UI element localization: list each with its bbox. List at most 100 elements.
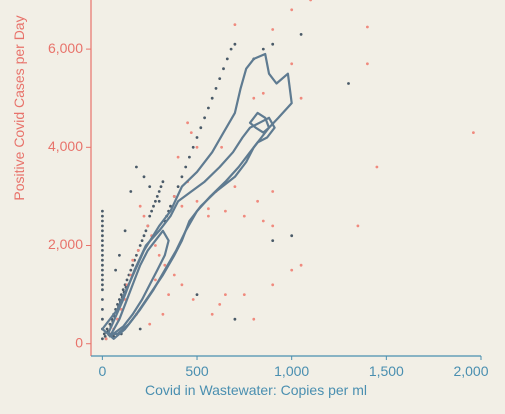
scatter-point (101, 229, 104, 233)
scatter-point (172, 273, 176, 277)
scatter-point (195, 293, 199, 296)
scatter-point (229, 47, 233, 51)
scatter-point (101, 283, 104, 287)
scatter-point (105, 327, 109, 331)
scatter-point (138, 204, 142, 208)
scatter-point (101, 298, 104, 301)
scatter-point (135, 253, 138, 257)
scatter-point (224, 293, 227, 296)
scatter-point (299, 263, 303, 267)
scatter-point (129, 268, 133, 272)
scatter-point (180, 175, 184, 179)
scatter-point (261, 47, 265, 51)
scatter-point (366, 62, 369, 66)
scatter-point (261, 219, 265, 223)
scatter-point (118, 298, 121, 301)
scatter-point (233, 317, 237, 321)
scatter-point (195, 136, 199, 139)
scatter-point (144, 229, 148, 233)
scatter-point (186, 121, 190, 125)
scatter-point (131, 263, 135, 267)
y-tick-label: 2,000 (48, 236, 83, 252)
scatter-point (101, 273, 104, 277)
scatter-point (271, 239, 275, 243)
scatter-point (375, 165, 379, 169)
y-tick-label: 0 (75, 334, 83, 350)
scatter-point (188, 155, 191, 159)
density-contour (106, 116, 276, 335)
scatter-point (225, 57, 229, 61)
x-tick-label: 1,000 (274, 363, 309, 379)
scatter-point (148, 322, 152, 326)
scatter-point (195, 199, 199, 203)
scatter-point (101, 258, 104, 262)
scatter-point (154, 278, 157, 282)
scatter-point (210, 312, 214, 316)
scatter-point (119, 293, 123, 296)
scatter-point (180, 283, 184, 287)
scatter-point (101, 234, 104, 238)
scatter-point (472, 131, 475, 135)
scatter-point (108, 322, 112, 326)
scatter-point (220, 145, 224, 149)
y-tick-label: 6,000 (48, 40, 83, 56)
scatter-point (101, 268, 104, 272)
scatter-point (101, 239, 104, 243)
scatter-point (176, 155, 180, 159)
density-contours (101, 52, 293, 340)
scatter-point (199, 126, 203, 130)
x-tick-label: 1,500 (369, 363, 404, 379)
scatter-point (356, 224, 360, 228)
scatter-point (218, 303, 222, 306)
scatter-point (290, 62, 294, 66)
scatter-point (299, 96, 303, 100)
scatter-point (184, 165, 188, 169)
scatter-point (203, 116, 207, 120)
scatter-point (157, 253, 161, 257)
scatter-point (261, 91, 265, 95)
scatter-point (309, 0, 312, 2)
scatter-point (224, 209, 227, 213)
scatter-point (118, 253, 121, 257)
scatter-point (101, 219, 104, 223)
scatter-point (101, 337, 104, 341)
scatter-point (101, 317, 104, 321)
scatter-point (176, 185, 180, 189)
scatter-point (347, 82, 350, 85)
scatter-point (157, 190, 161, 193)
x-tick-label: 0 (98, 363, 106, 379)
scatter-point (210, 96, 214, 100)
scatter-point (163, 263, 167, 267)
scatter-point (252, 96, 256, 100)
scatter-point (121, 288, 125, 292)
x-axis-title: Covid in Wastewater: Copies per ml (145, 382, 367, 398)
scatter-point (154, 244, 157, 247)
scatter-point (195, 145, 199, 149)
scatter-point (129, 190, 133, 193)
scatter-point (169, 204, 172, 208)
scatter-point (366, 25, 369, 29)
scatter-point (155, 195, 159, 198)
scatter-point (142, 175, 146, 179)
scatter-point (101, 249, 104, 252)
scatter-point (233, 42, 237, 46)
scatter-point (233, 185, 237, 189)
scatter-point (142, 234, 146, 238)
x-tick-label: 500 (185, 363, 209, 379)
y-axis-ticks: 0 2,000 4,000 6,000 (48, 40, 91, 350)
scatter-point (271, 42, 275, 46)
scatter-point (142, 214, 146, 218)
scatter-point (148, 214, 152, 218)
scatter-point (172, 195, 176, 198)
scatter-point (101, 278, 104, 282)
x-tick-label: 2,000 (453, 363, 488, 379)
scatter-point (154, 199, 157, 203)
scatter-point (290, 8, 294, 12)
scatter-point (161, 180, 165, 184)
scatter-point (146, 224, 150, 228)
scatter-point (136, 249, 140, 252)
scatter-point (114, 268, 117, 272)
scatter-point (242, 293, 246, 296)
